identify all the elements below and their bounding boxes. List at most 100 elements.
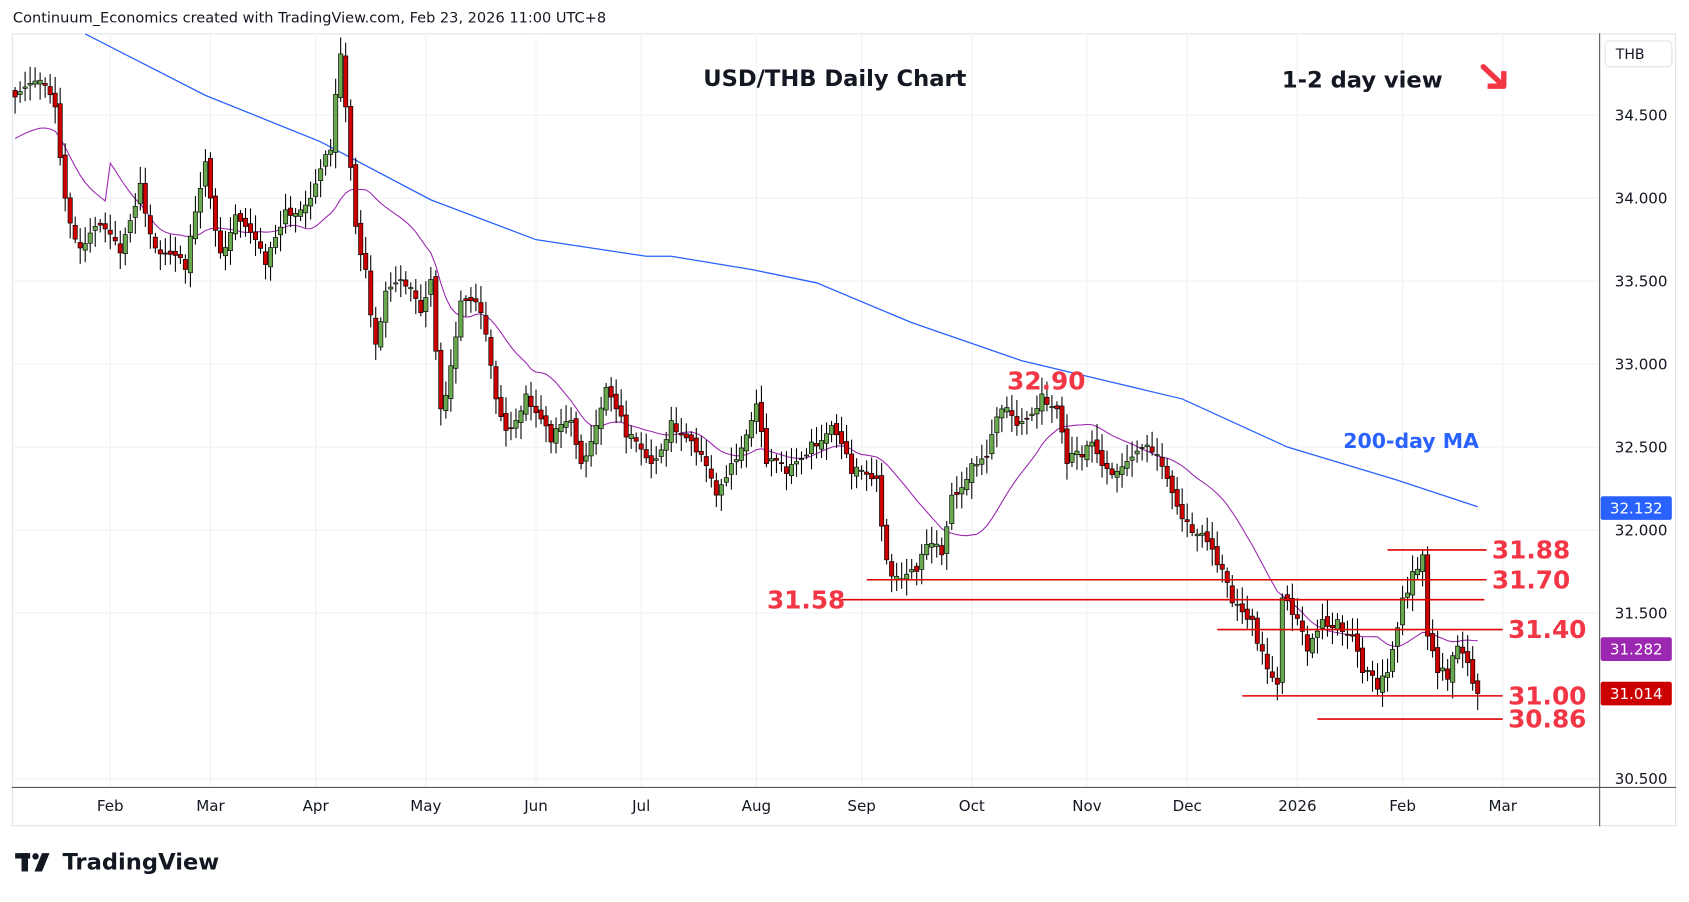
candle[interactable] xyxy=(268,241,274,281)
candle[interactable] xyxy=(378,317,384,351)
candle[interactable] xyxy=(67,192,73,239)
candle[interactable] xyxy=(633,432,639,453)
candle[interactable] xyxy=(924,529,930,560)
candle[interactable] xyxy=(1430,619,1436,658)
candle[interactable] xyxy=(318,159,324,198)
candle[interactable] xyxy=(157,240,163,271)
candle[interactable] xyxy=(698,436,704,462)
candle[interactable] xyxy=(1344,620,1350,649)
candle[interactable] xyxy=(1375,663,1381,696)
candle[interactable] xyxy=(628,425,634,449)
candle[interactable] xyxy=(964,467,970,496)
candle[interactable] xyxy=(1294,598,1300,626)
candle[interactable] xyxy=(1064,414,1070,480)
candle[interactable] xyxy=(954,476,960,509)
candle[interactable] xyxy=(718,478,724,511)
candle[interactable] xyxy=(844,424,850,459)
candle[interactable] xyxy=(799,451,804,475)
candle[interactable] xyxy=(533,389,539,428)
candle[interactable] xyxy=(1360,637,1365,684)
candle[interactable] xyxy=(1099,434,1105,478)
candle[interactable] xyxy=(433,270,439,361)
candle[interactable] xyxy=(1034,395,1040,429)
candle[interactable] xyxy=(783,451,789,491)
candle[interactable] xyxy=(979,444,985,475)
candle[interactable] xyxy=(1159,443,1165,480)
candle[interactable] xyxy=(1319,603,1325,640)
candle[interactable] xyxy=(1164,458,1170,487)
candle[interactable] xyxy=(17,81,23,103)
candle[interactable] xyxy=(1184,503,1190,538)
candle[interactable] xyxy=(693,427,699,466)
candle[interactable] xyxy=(914,562,920,586)
candle[interactable] xyxy=(177,245,183,265)
candle[interactable] xyxy=(598,396,604,446)
candle[interactable] xyxy=(1324,600,1330,637)
candle[interactable] xyxy=(1044,381,1050,412)
candle[interactable] xyxy=(748,411,754,447)
candle[interactable] xyxy=(1284,585,1290,611)
candle[interactable] xyxy=(37,72,43,100)
candle[interactable] xyxy=(1169,470,1175,510)
candle[interactable] xyxy=(428,266,434,307)
candle[interactable] xyxy=(1405,576,1411,609)
candle[interactable] xyxy=(258,227,263,254)
candle[interactable] xyxy=(293,208,299,233)
candle[interactable] xyxy=(728,447,734,490)
candle[interactable] xyxy=(1410,555,1416,612)
candle[interactable] xyxy=(558,408,564,449)
candle[interactable] xyxy=(804,448,809,460)
candle[interactable] xyxy=(788,448,794,485)
candle[interactable] xyxy=(688,431,694,456)
candle[interactable] xyxy=(243,207,248,237)
candle[interactable] xyxy=(909,558,915,579)
candle[interactable] xyxy=(358,210,364,272)
candle[interactable] xyxy=(1254,611,1260,651)
candle[interactable] xyxy=(488,329,494,379)
candle[interactable] xyxy=(949,482,955,530)
candle[interactable] xyxy=(368,255,374,328)
candle[interactable] xyxy=(603,382,609,416)
candle[interactable] xyxy=(62,143,68,212)
candle[interactable] xyxy=(1079,445,1085,471)
candle[interactable] xyxy=(999,404,1005,433)
candle[interactable] xyxy=(92,216,98,247)
candle[interactable] xyxy=(303,190,309,228)
candle[interactable] xyxy=(47,74,53,104)
candle[interactable] xyxy=(753,389,759,434)
candle[interactable] xyxy=(423,281,429,328)
candle[interactable] xyxy=(758,385,764,448)
candle[interactable] xyxy=(398,265,404,298)
candle[interactable] xyxy=(448,349,454,412)
candle[interactable] xyxy=(227,217,233,265)
candle[interactable] xyxy=(1239,587,1245,624)
candle[interactable] xyxy=(1179,488,1185,532)
candle[interactable] xyxy=(1094,424,1100,464)
candle[interactable] xyxy=(238,210,243,238)
candle[interactable] xyxy=(553,417,559,454)
candle[interactable] xyxy=(42,77,48,98)
candle[interactable] xyxy=(683,423,689,443)
candle[interactable] xyxy=(493,360,499,414)
candle[interactable] xyxy=(1309,633,1315,659)
candle[interactable] xyxy=(573,411,579,460)
candle[interactable] xyxy=(1004,396,1010,419)
candle[interactable] xyxy=(1274,666,1280,701)
candle[interactable] xyxy=(608,377,614,412)
candle[interactable] xyxy=(1189,512,1195,537)
candle[interactable] xyxy=(1455,635,1461,664)
candle[interactable] xyxy=(323,150,329,176)
candle[interactable] xyxy=(463,295,469,317)
candle[interactable] xyxy=(929,526,935,564)
candle[interactable] xyxy=(468,287,474,313)
candle[interactable] xyxy=(618,389,624,423)
candle[interactable] xyxy=(648,439,654,479)
candle[interactable] xyxy=(663,431,669,467)
candle[interactable] xyxy=(563,405,569,434)
candle[interactable] xyxy=(363,236,369,279)
candle[interactable] xyxy=(298,201,304,222)
candle[interactable] xyxy=(107,214,113,250)
candle[interactable] xyxy=(829,421,835,443)
candle[interactable] xyxy=(438,342,444,426)
candle[interactable] xyxy=(343,42,349,123)
